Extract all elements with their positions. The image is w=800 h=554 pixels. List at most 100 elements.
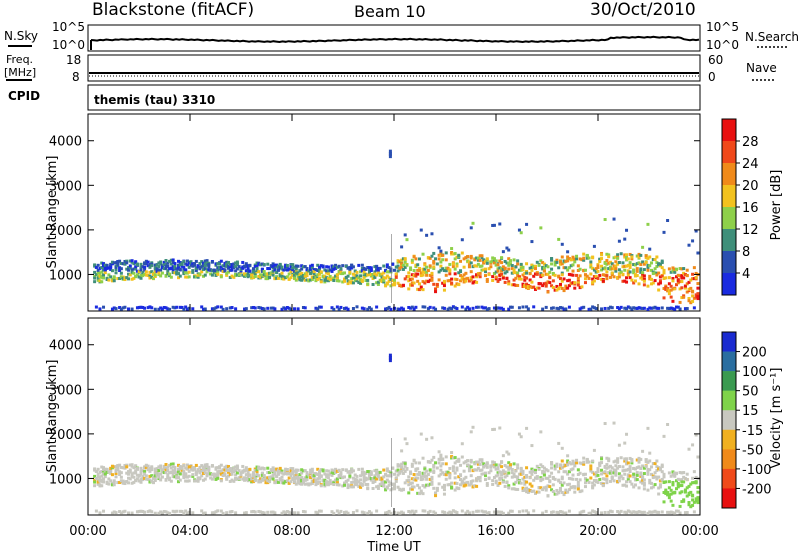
velocity-echo [430, 458, 434, 462]
velocity-echo [369, 511, 373, 515]
power-echo [389, 269, 393, 273]
power-echo [473, 280, 477, 284]
power-echo [334, 263, 338, 267]
velocity-echo [162, 509, 166, 513]
velocity-echo [475, 460, 479, 464]
velocity-echo [135, 510, 139, 514]
power-echo [639, 270, 643, 274]
velocity-echo [625, 462, 629, 466]
velocity-echo [482, 510, 486, 514]
velocity-echo [400, 462, 404, 466]
velocity-echo [466, 459, 470, 463]
velocity-echo [675, 487, 679, 491]
power-echo [475, 256, 479, 260]
power-echo [519, 231, 523, 235]
power-echo [355, 270, 359, 274]
power-echo [178, 305, 182, 309]
velocity-echo [614, 468, 618, 472]
power-echo [644, 254, 648, 258]
velocity-echo [516, 466, 520, 470]
power-echo [455, 262, 459, 266]
velocity-echo [396, 473, 400, 477]
velocity-echo [94, 469, 98, 473]
velocity-echo [696, 496, 700, 500]
velocity-echo [635, 466, 639, 470]
power-echo [130, 277, 134, 281]
power-echo [284, 307, 288, 311]
power-echo [367, 306, 371, 310]
power-echo [582, 305, 586, 309]
velocity-echo [203, 465, 207, 469]
velocity-echo [417, 471, 421, 475]
power-echo [566, 250, 570, 254]
power-echo [201, 261, 205, 265]
velocity-echo [591, 509, 595, 513]
power-echo [689, 278, 693, 282]
velocity-echo [669, 499, 673, 503]
power-echo [517, 268, 521, 272]
power-echo [234, 265, 238, 269]
power-echo [560, 262, 564, 266]
power-echo [605, 259, 609, 263]
power-echo [657, 271, 661, 275]
velocity-echo [473, 468, 477, 472]
power-echo [103, 263, 107, 267]
power-echo [380, 272, 384, 276]
velocity-echo [537, 486, 541, 490]
velocity-echo [687, 491, 691, 495]
power-echo [523, 271, 527, 275]
velocity-echo [467, 483, 471, 487]
velocity-echo [105, 467, 109, 471]
power-echo [359, 270, 363, 274]
velocity-echo [585, 460, 589, 464]
power-echo [682, 267, 686, 271]
power-echo [462, 257, 466, 261]
power-echo [398, 266, 402, 270]
velocity-echo [471, 469, 475, 473]
velocity-echo [610, 466, 614, 470]
power-echo [657, 263, 661, 267]
velocity-echo [680, 478, 684, 482]
velocity-echo [325, 482, 329, 486]
power-echo [144, 273, 148, 277]
power-echo [591, 280, 595, 284]
power-echo [680, 276, 684, 280]
power-echo [316, 269, 320, 273]
velocity-echo [484, 463, 488, 467]
power-echo [603, 260, 607, 264]
power-echo [116, 260, 120, 264]
velocity-echo [337, 468, 341, 472]
velocity-echo [385, 478, 389, 482]
velocity-echo [423, 467, 427, 471]
colorbar-segment [722, 390, 736, 411]
velocity-echo [582, 462, 586, 466]
power-echo [305, 274, 309, 278]
power-echo [369, 272, 373, 276]
power-echo [341, 272, 345, 276]
velocity-echo [616, 457, 620, 461]
power-echo [533, 272, 537, 276]
velocity-echo [516, 487, 520, 491]
velocity-echo [469, 474, 473, 478]
velocity-echo [519, 466, 523, 470]
velocity-echo [628, 474, 632, 478]
velocity-echo [498, 477, 502, 481]
power-echo [544, 272, 548, 276]
power-echo [205, 263, 209, 267]
power-echo [569, 264, 573, 268]
power-echo [655, 261, 659, 265]
power-echo [209, 272, 213, 276]
velocity-echo [157, 465, 161, 469]
velocity-echo [171, 472, 175, 476]
power-echo [287, 277, 291, 281]
velocity-echo [451, 466, 455, 470]
velocity-echo [687, 447, 691, 451]
velocity-echo [182, 474, 186, 478]
power-echo [280, 277, 284, 281]
power-echo [166, 261, 170, 265]
power-echo [176, 266, 180, 270]
velocity-echo [319, 468, 323, 472]
power-echo [469, 254, 473, 258]
velocity-echo [276, 468, 280, 472]
time-axis-label: Time UT [366, 540, 420, 554]
